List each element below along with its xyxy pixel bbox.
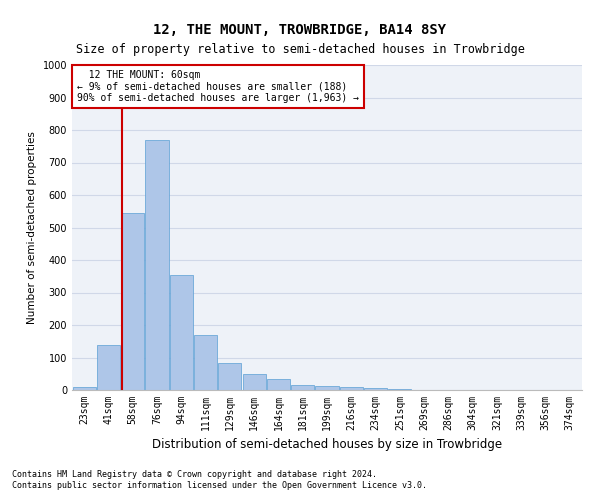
Text: 12, THE MOUNT, TROWBRIDGE, BA14 8SY: 12, THE MOUNT, TROWBRIDGE, BA14 8SY: [154, 22, 446, 36]
Y-axis label: Number of semi-detached properties: Number of semi-detached properties: [27, 131, 37, 324]
Bar: [291, 385, 314, 390]
Bar: [73, 388, 95, 390]
Bar: [364, 388, 387, 390]
Text: Contains HM Land Registry data © Crown copyright and database right 2024.: Contains HM Land Registry data © Crown c…: [12, 470, 377, 479]
Bar: [242, 374, 266, 390]
Bar: [145, 140, 169, 390]
Bar: [97, 344, 120, 390]
X-axis label: Distribution of semi-detached houses by size in Trowbridge: Distribution of semi-detached houses by …: [152, 438, 502, 452]
Text: Size of property relative to semi-detached houses in Trowbridge: Size of property relative to semi-detach…: [76, 42, 524, 56]
Text: 12 THE MOUNT: 60sqm
← 9% of semi-detached houses are smaller (188)
90% of semi-d: 12 THE MOUNT: 60sqm ← 9% of semi-detache…: [77, 70, 359, 103]
Text: Contains public sector information licensed under the Open Government Licence v3: Contains public sector information licen…: [12, 481, 427, 490]
Bar: [121, 213, 144, 390]
Bar: [170, 274, 193, 390]
Bar: [316, 386, 338, 390]
Bar: [194, 335, 217, 390]
Bar: [340, 388, 363, 390]
Bar: [267, 380, 290, 390]
Bar: [218, 364, 241, 390]
